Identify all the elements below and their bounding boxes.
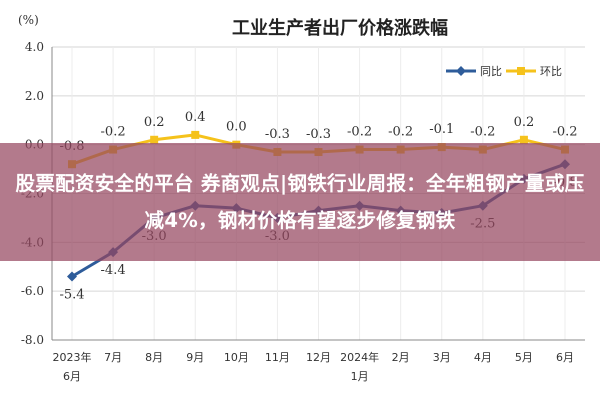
x-tick-label: 4月 — [474, 351, 492, 364]
x-tick-label: 9月 — [186, 351, 204, 364]
legend: 同比 环比 — [446, 65, 562, 78]
x-tick-label: 2023年 — [53, 350, 92, 364]
x-tick-label: 11月 — [265, 351, 290, 364]
chart-title: 工业生产者出厂价格涨跌幅 — [232, 17, 448, 39]
data-label-yoy: -5.4 — [59, 288, 84, 303]
data-point-yoy — [67, 271, 77, 282]
y-tick-label: -6.0 — [21, 284, 44, 298]
x-tick-label: 5月 — [515, 351, 533, 364]
data-point-mom — [519, 135, 528, 144]
x-tick-label: 2月 — [392, 351, 410, 364]
data-point-mom — [191, 130, 200, 139]
x-tick-label: 2024年 — [340, 350, 379, 364]
x-tick-label: 6月 — [556, 351, 574, 364]
article-title-banner: 股票配资安全的平台 券商观点|钢铁行业周报：全年粗钢产量或压减4%，钢材价格有望… — [0, 143, 600, 261]
y-tick-label: -8.0 — [21, 333, 44, 347]
data-label-mom: -0.2 — [101, 125, 126, 140]
x-tick-label: 10月 — [224, 351, 249, 364]
data-label-mom: 0.0 — [226, 120, 247, 135]
article-title-text: 股票配资安全的平台 券商观点|钢铁行业周报：全年粗钢产量或压减4%，钢材价格有望… — [15, 172, 585, 232]
data-label-mom: -0.1 — [429, 122, 454, 137]
data-label-mom: 0.4 — [185, 110, 206, 125]
data-label-yoy: -4.4 — [101, 263, 126, 278]
y-tick-label: 4.0 — [25, 40, 44, 54]
data-label-mom: -0.2 — [388, 125, 413, 140]
x-tick-label: 3月 — [433, 351, 451, 364]
x-tick-label: 12月 — [306, 351, 331, 364]
y-tick-label: 2.0 — [25, 89, 44, 103]
x-tick-label: 6月 — [63, 370, 81, 383]
data-label-mom: -0.3 — [306, 127, 331, 142]
data-label-mom: -0.3 — [265, 127, 290, 142]
data-point-mom — [150, 135, 159, 144]
x-tick-label: 7月 — [104, 351, 122, 364]
x-tick-label: 8月 — [145, 351, 163, 364]
data-label-mom: 0.2 — [144, 115, 165, 130]
data-label-mom: -0.2 — [347, 125, 372, 140]
x-tick-label: 1月 — [351, 370, 369, 383]
y-unit-label: (%) — [18, 13, 39, 27]
data-label-mom: -0.2 — [552, 125, 577, 140]
legend-marker-mom — [517, 67, 525, 75]
legend-label-mom: 环比 — [540, 65, 562, 78]
data-label-mom: 0.2 — [514, 115, 535, 130]
legend-label-yoy: 同比 — [480, 65, 502, 78]
data-label-mom: -0.2 — [470, 125, 495, 140]
legend-marker-yoy — [456, 66, 466, 76]
